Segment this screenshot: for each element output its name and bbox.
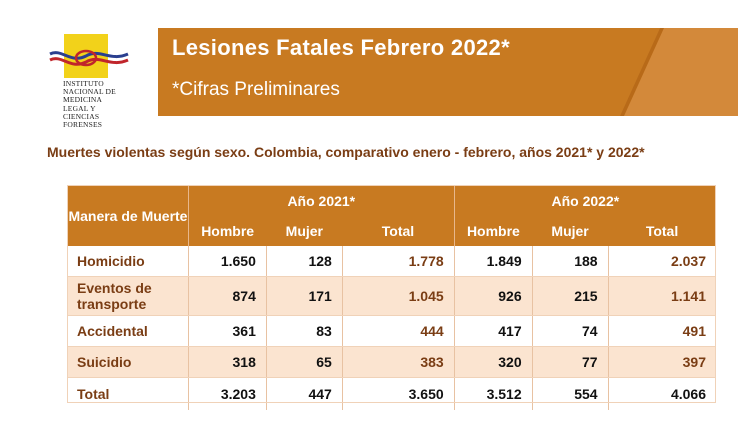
table-row: Eventos de transporte 874 171 1.045 926 … (68, 276, 716, 316)
column-header: Mujer (551, 223, 589, 239)
table-cell: 215 (531, 276, 609, 316)
table-cell: 1.045 (341, 276, 455, 316)
table-row: Accidental 361 83 444 417 74 491 (68, 315, 716, 347)
table-cell: 361 (187, 315, 267, 347)
table-cell: 4.066 (607, 377, 716, 410)
table-cell: 397 (607, 346, 716, 378)
table-cell: 383 (341, 346, 455, 378)
institute-text-line: LEGAL Y (63, 103, 96, 113)
table-cell: 1.849 (453, 246, 533, 277)
table-cell: 417 (453, 315, 533, 347)
table-cell: 188 (531, 246, 609, 277)
table-heading: Muertes violentas según sexo. Colombia, … (47, 144, 645, 160)
table-cell: 491 (607, 315, 716, 347)
column-header: Hombre (453, 216, 533, 246)
institute-text-line: CIENCIAS (63, 111, 100, 121)
table-cell: 1.141 (607, 276, 716, 316)
institute-text-line: MEDICINA (63, 95, 103, 105)
table-cell: 318 (187, 346, 267, 378)
table-cell: 128 (265, 246, 343, 277)
table-row: Homicidio 1.650 128 1.778 1.849 188 2.03… (68, 246, 716, 277)
table-cell: 320 (453, 346, 533, 378)
table-cell: 74 (531, 315, 609, 347)
table-cell: 926 (453, 276, 533, 316)
banner-subtitle: *Cifras Preliminares (172, 79, 340, 100)
table-cell: 874 (187, 276, 267, 316)
institute-text-line: INSTITUTO (63, 79, 104, 88)
row-label: Suicidio (68, 346, 189, 378)
table-cell: 3.650 (341, 377, 455, 410)
banner-fold-decoration (620, 28, 738, 116)
row-label: Accidental (68, 315, 189, 347)
deaths-table: Manera de Muerte Año 2021* Año 2022* Hom… (68, 186, 716, 410)
table-cell: 444 (341, 315, 455, 347)
table-row: Suicidio 318 65 383 320 77 397 (68, 346, 716, 378)
table-cell: 1.650 (187, 246, 267, 277)
institute-text-line: FORENSES (63, 120, 103, 130)
table-cell: 171 (265, 276, 343, 316)
table-cell: 447 (265, 377, 343, 410)
table-cell: 1.778 (341, 246, 455, 277)
column-header: Total (381, 223, 415, 239)
row-label: Eventos de transporte (68, 276, 189, 316)
row-label: Total (68, 377, 189, 410)
column-header: Mujer (285, 223, 323, 239)
table-cell: 65 (265, 346, 343, 378)
institute-logo: INSTITUTO NACIONAL DE MEDICINA LEGAL Y C… (48, 30, 130, 129)
row-label: Homicidio (68, 246, 189, 277)
logo-emblem-icon (49, 34, 129, 120)
institute-text-line: NACIONAL DE (63, 87, 116, 97)
table-cell: 77 (531, 346, 609, 378)
table-cell: 554 (531, 377, 609, 410)
table-total-row: Total 3.203 447 3.650 3.512 554 4.066 (68, 377, 716, 410)
banner-title: Lesiones Fatales Febrero 2022* (172, 35, 510, 60)
group-header-2021: Año 2021* (187, 186, 455, 216)
corner-header: Manera de Muerte (68, 207, 188, 224)
table-cell: 83 (265, 315, 343, 347)
group-header-2022: Año 2022* (453, 186, 716, 216)
table-header-row: Manera de Muerte Año 2021* Año 2022* (68, 186, 716, 224)
table-cell: 2.037 (607, 246, 716, 277)
institute-name: INSTITUTO NACIONAL DE MEDICINA LEGAL Y C… (63, 79, 127, 130)
table-cell: 3.203 (187, 377, 267, 410)
table-cell: 3.512 (453, 377, 533, 410)
column-header: Hombre (187, 216, 267, 246)
column-header: Total (645, 223, 679, 239)
